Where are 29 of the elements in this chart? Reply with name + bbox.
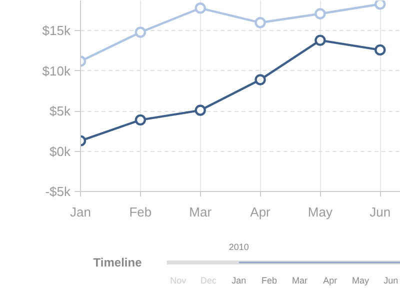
y-tick-label: -$5k <box>45 184 71 199</box>
y-tick-label: $15k <box>42 23 71 38</box>
text: Timeline <box>93 256 142 270</box>
y-tick-label: $5k <box>50 104 71 119</box>
text: 2010 <box>228 242 249 252</box>
point <box>314 8 326 20</box>
x-tick-label: Jun <box>370 204 391 220</box>
category-label: Jan <box>232 276 246 286</box>
point <box>134 114 146 126</box>
point <box>134 26 146 38</box>
category-label: May <box>352 276 370 286</box>
category-label: Mar <box>292 276 308 286</box>
x-tick-label: Apr <box>250 204 272 220</box>
point <box>254 17 266 28</box>
x-tick-label: Mar <box>189 204 212 220</box>
x-tick-label: Jan <box>70 204 91 220</box>
point <box>194 2 206 14</box>
category-label: Jun <box>384 276 398 286</box>
point <box>254 74 266 86</box>
point <box>374 0 386 10</box>
y-tick-label: $0k <box>50 144 71 159</box>
x-tick-label: May <box>308 204 333 220</box>
point <box>314 34 326 46</box>
x-tick-label: Feb <box>129 204 152 220</box>
category-label: Feb <box>262 276 278 286</box>
point <box>374 44 386 56</box>
point <box>194 104 206 116</box>
category-label: Apr <box>323 276 338 286</box>
y-tick-label: $10k <box>42 63 71 78</box>
